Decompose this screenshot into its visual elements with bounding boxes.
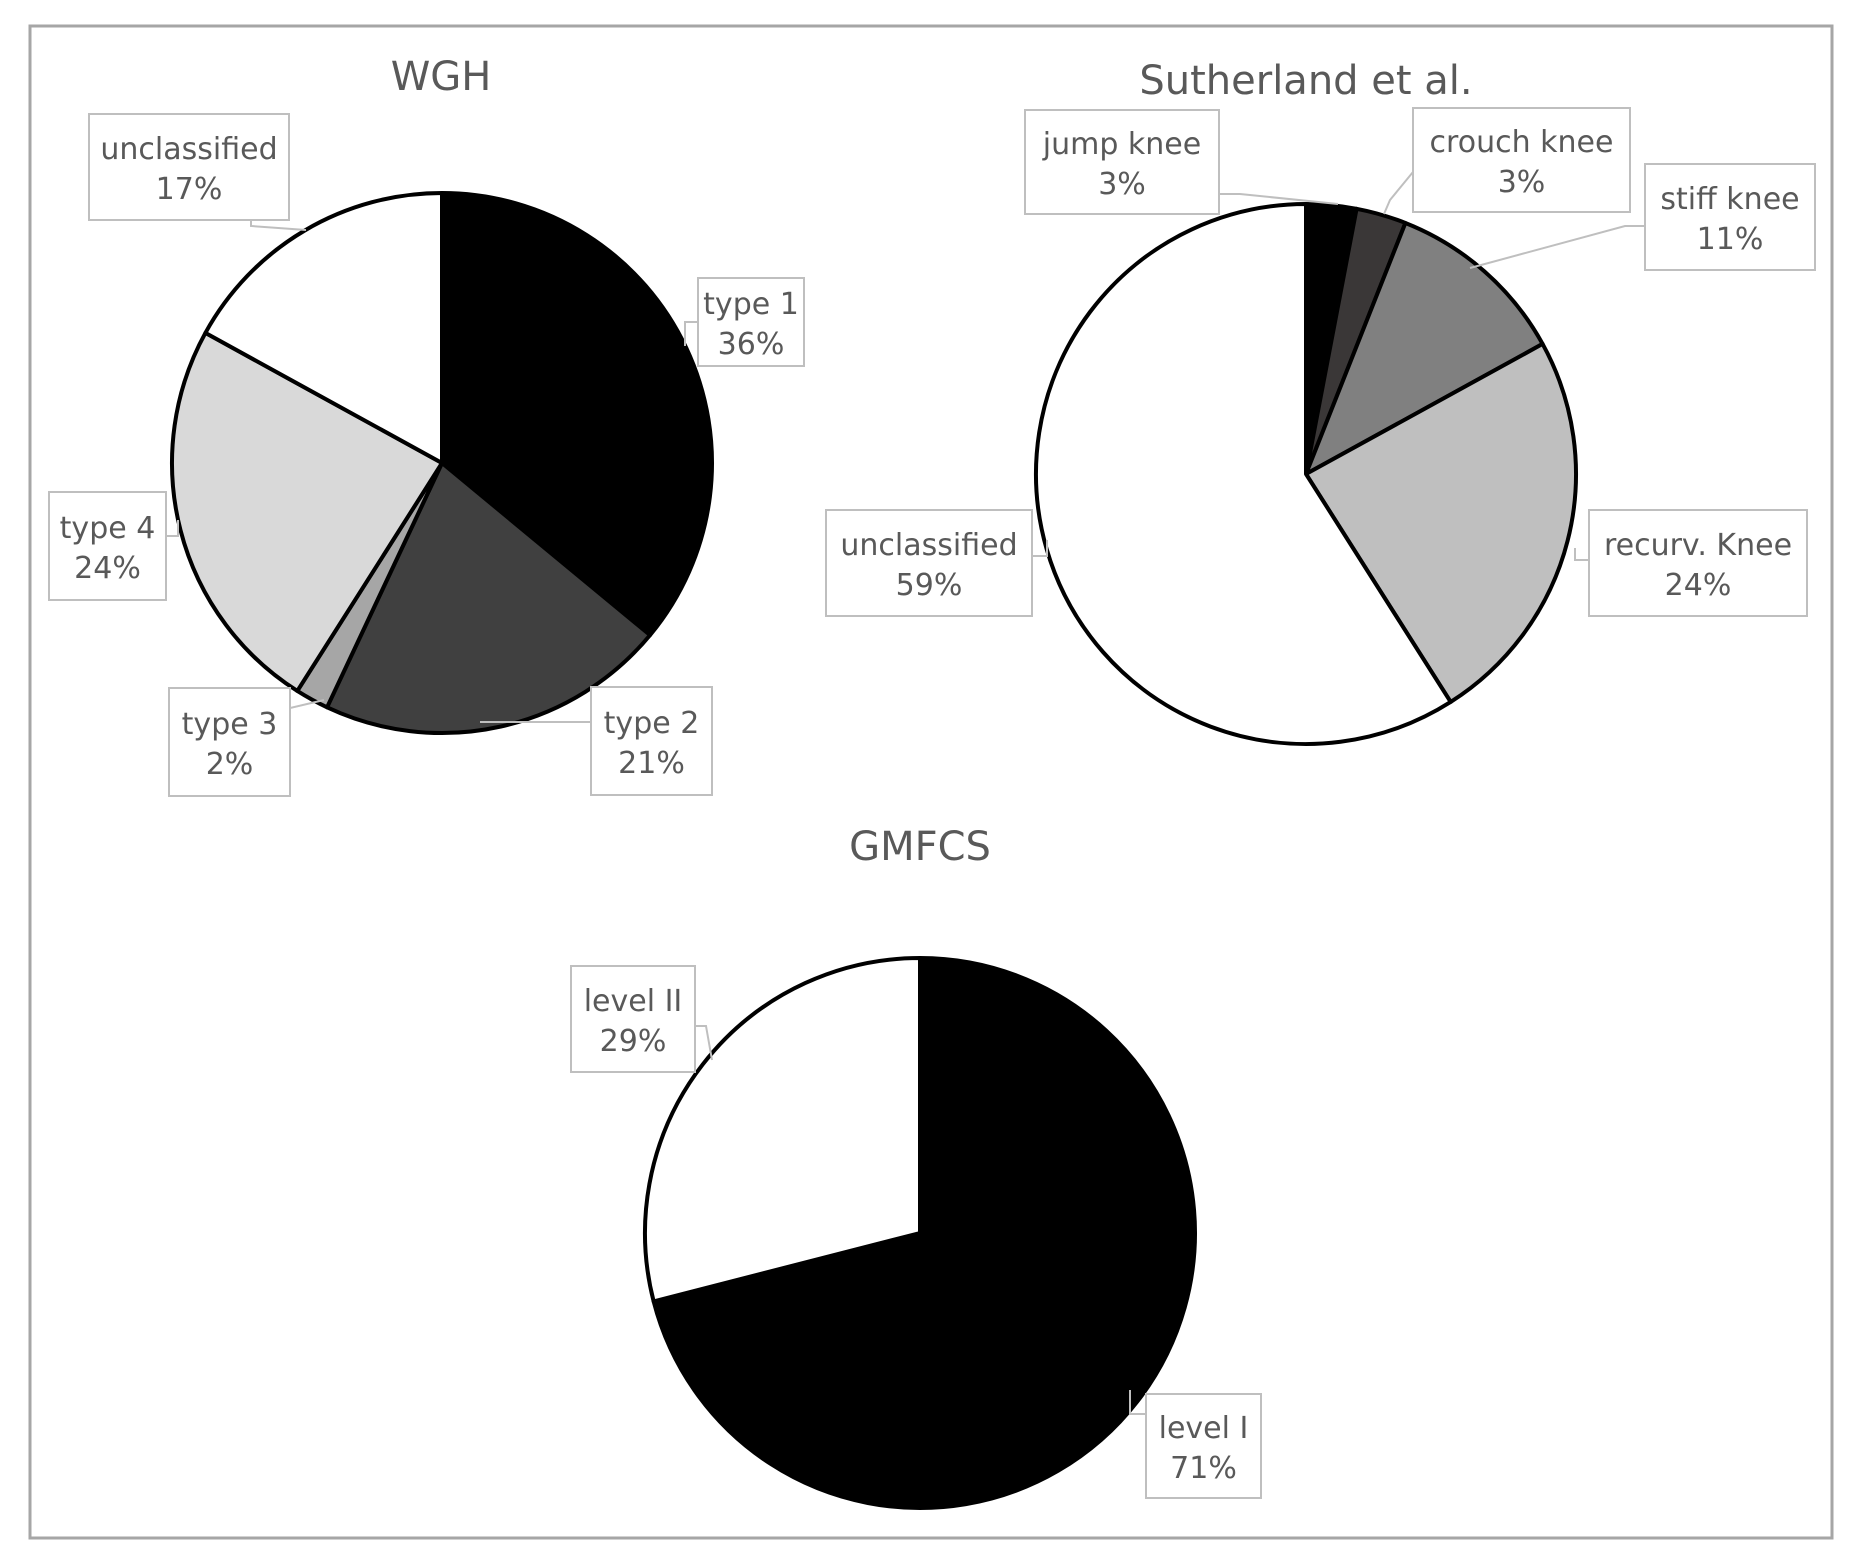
slice-label-recurv-knee: recurv. Knee [1604, 528, 1792, 563]
callout-box-type-3 [168, 687, 291, 797]
pie-slice-level-ii [643, 956, 922, 1304]
wgh-callouts: type 1 36% type 2 21% type 3 2% type 4 24% uncla… [48, 113, 805, 797]
slice-label-type-4: type 4 [60, 511, 156, 546]
callout-leader-recurv-knee [1574, 548, 1589, 561]
callout-box-unclassified [88, 113, 290, 221]
pie-slice-level-i [651, 956, 1197, 1510]
callout-box-level-ii [570, 965, 696, 1073]
slice-percent-type-2: 21% [618, 746, 685, 781]
pie-slice-recurv-knee [1304, 341, 1578, 704]
callout-leader-level-ii [695, 1025, 713, 1061]
callout-box-jump-knee [1024, 109, 1220, 215]
slice-label-stiff-knee: stiff knee [1660, 182, 1799, 217]
gmfcs-chart: GMFCS level I 71% level II 29% [570, 824, 1262, 1510]
sutherland-callouts: jump knee 3% crouch knee 3% stiff knee 11% rec… [825, 107, 1816, 617]
slice-percent-unclassified: 59% [896, 568, 963, 603]
callout-box-crouch-knee [1412, 107, 1631, 213]
slice-percent-type-4: 24% [74, 551, 141, 586]
pie-slice-type-2 [325, 461, 653, 735]
slice-percent-level-i: 71% [1170, 1451, 1237, 1486]
pie-slice-type-1 [440, 191, 714, 638]
callout-leader-stiff-knee [1469, 225, 1645, 269]
slice-label-unclassified: unclassified [840, 528, 1017, 563]
wgh-chart-title: WGH [391, 54, 492, 100]
pie-slice-stiff-knee [1304, 220, 1545, 476]
slice-label-type-1: type 1 [703, 287, 799, 322]
callout-box-recurv-knee [1588, 509, 1808, 617]
slice-label-type-2: type 2 [604, 706, 700, 741]
sutherland-chart: Sutherland et al. jump knee 3% crouch knee… [825, 58, 1816, 746]
sutherland-pie [1034, 202, 1578, 746]
callout-box-level-i [1145, 1393, 1262, 1499]
callout-box-stiff-knee [1644, 163, 1816, 271]
slice-percent-level-ii: 29% [600, 1024, 667, 1059]
callout-box-type-4 [48, 491, 167, 601]
gmfcs-pie [643, 956, 1197, 1510]
callout-box-type-1 [697, 277, 805, 367]
slice-percent-unclassified: 17% [156, 172, 223, 207]
slice-label-unclassified: unclassified [100, 132, 277, 167]
callout-leader-type-4 [166, 520, 179, 537]
callout-box-unclassified [825, 509, 1033, 617]
slice-label-crouch-knee: crouch knee [1430, 125, 1614, 160]
callout-leader-jump-knee [1219, 193, 1339, 205]
callout-leader-type-1 [684, 321, 697, 346]
slice-percent-type-3: 2% [206, 747, 254, 782]
gmfcs-chart-title: GMFCS [849, 824, 991, 870]
slice-percent-crouch-knee: 3% [1498, 165, 1546, 200]
callout-leader-unclassified [1032, 540, 1048, 557]
slice-percent-stiff-knee: 11% [1697, 222, 1764, 257]
slice-percent-recurv-knee: 24% [1665, 568, 1732, 603]
callout-leader-unclassified [250, 220, 307, 231]
callout-leader-level-i [1129, 1390, 1146, 1415]
slice-label-jump-knee: jump knee [1042, 127, 1201, 162]
callout-leader-crouch-knee [1383, 171, 1414, 215]
slice-percent-type-1: 36% [718, 327, 785, 362]
slice-percent-jump-knee: 3% [1098, 167, 1146, 202]
slice-label-level-ii: level II [584, 984, 683, 1019]
gmfcs-callouts: level I 71% level II 29% [570, 965, 1262, 1499]
callout-box-type-2 [590, 686, 713, 796]
slice-label-level-i: level I [1159, 1411, 1249, 1446]
sutherland-chart-title: Sutherland et al. [1139, 58, 1472, 104]
pie-slice-type-4 [170, 330, 444, 693]
slice-label-type-3: type 3 [182, 707, 278, 742]
wgh-chart: WGH type 1 36% type 2 21% type 3 2% type 4 24% u… [48, 54, 805, 797]
wgh-pie [170, 191, 714, 735]
